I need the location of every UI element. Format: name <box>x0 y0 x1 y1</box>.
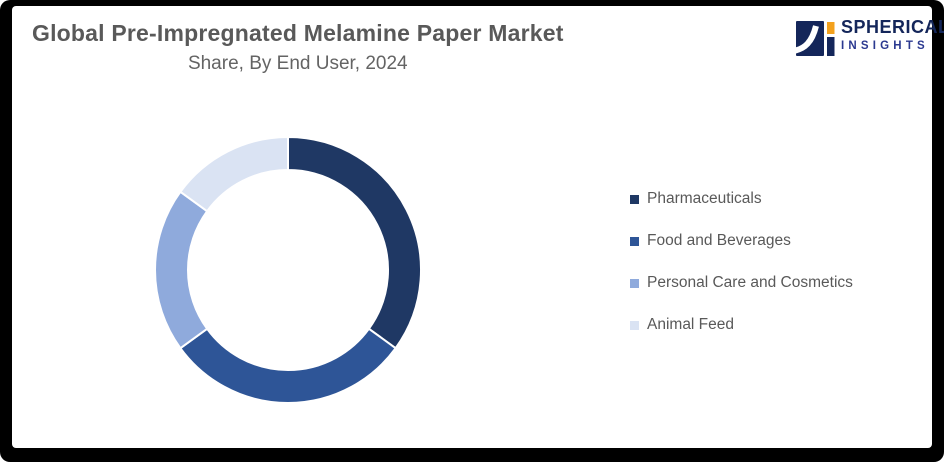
legend-label: Animal Feed <box>647 316 735 333</box>
legend-item-personal-care-and-cosmetics: Personal Care and Cosmetics <box>630 262 853 304</box>
chart-canvas: Global Pre-Impregnated Melamine Paper Ma… <box>12 6 944 448</box>
legend-swatch-icon <box>630 194 639 204</box>
legend-label: Personal Care and Cosmetics <box>647 274 853 291</box>
chart-title: Global Pre-Impregnated Melamine Paper Ma… <box>32 20 564 46</box>
logo-mark-icon <box>796 21 835 56</box>
chart-legend: Pharmaceuticals Food and Beverages Persona… <box>630 178 853 346</box>
donut-chart <box>154 136 422 404</box>
legend-item-pharmaceuticals: Pharmaceuticals <box>630 178 853 220</box>
legend-swatch-icon <box>630 320 639 330</box>
donut-slice-personal-care-and-cosmetics <box>154 190 209 350</box>
legend-label: Pharmaceuticals <box>647 190 762 207</box>
legend-swatch-icon <box>630 236 639 246</box>
donut-slice-pharmaceuticals <box>287 136 422 350</box>
legend-item-animal-feed: Animal Feed <box>630 304 853 346</box>
spherical-insights-logo: SPHERICAL INSIGHTS <box>796 18 944 60</box>
legend-label: Food and Beverages <box>647 232 791 249</box>
logo-text: SPHERICAL INSIGHTS <box>841 18 944 53</box>
logo-brand-name: SPHERICAL <box>841 17 944 37</box>
donut-slice-food-and-beverages <box>179 327 397 404</box>
legend-swatch-icon <box>630 278 639 288</box>
title-block: Global Pre-Impregnated Melamine Paper Ma… <box>32 20 564 75</box>
chart-subtitle: Share, By End User, 2024 <box>187 53 408 74</box>
donut-slice-animal-feed <box>179 136 289 213</box>
legend-item-food-and-beverages: Food and Beverages <box>630 220 853 262</box>
logo-brand-tagline: INSIGHTS <box>841 40 929 52</box>
